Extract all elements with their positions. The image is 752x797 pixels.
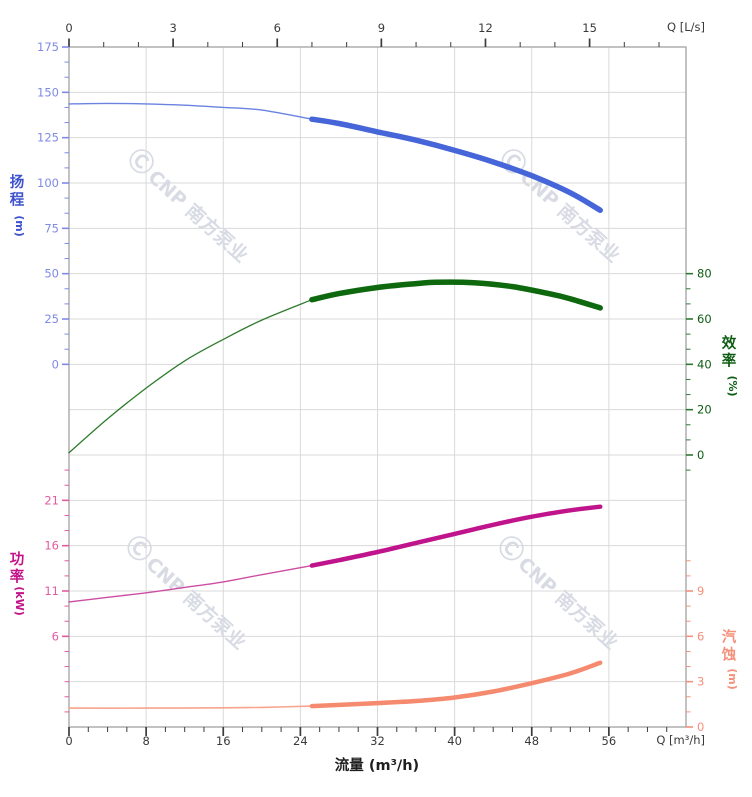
tick-label: 40 (697, 357, 712, 371)
x-axis-title: 流量 (m³/h) (334, 758, 420, 774)
tick-label: 3 (697, 675, 704, 689)
tick-label: 11 (44, 584, 59, 598)
tick-label: 6 (274, 21, 281, 35)
bottom-axis-unit-label: Q [m³/h] (656, 733, 705, 747)
tick-label: 100 (37, 176, 59, 190)
eff-curve-thick (309, 279, 603, 311)
tick-label: 6 (697, 629, 704, 643)
tick-label: 40 (447, 734, 462, 748)
tick-label: 24 (293, 734, 308, 748)
y-axis-title-eff: 效率 (%) (722, 334, 739, 397)
tick-label: 50 (44, 267, 59, 281)
y-axis-power: 21 16 11 6 (44, 469, 69, 713)
y-axis-title-npsh: 汽蚀 (m) (721, 628, 739, 690)
tick-label: (%) (726, 375, 739, 396)
tick-label: 48 (524, 734, 539, 748)
tick-label: 率 (722, 352, 737, 370)
tick-label: 12 (478, 21, 493, 35)
tick-label: 蚀 (721, 646, 737, 664)
x-axis-top: 0 3 6 9 12 15 (65, 21, 660, 47)
tick-label: 率 (10, 568, 25, 586)
tick-label: 80 (697, 267, 712, 281)
tick-label: (m) (726, 668, 739, 690)
tick-label: 0 (65, 21, 72, 35)
tick-label: 程 (10, 192, 25, 209)
tick-label: 56 (602, 734, 617, 748)
gridlines (69, 47, 686, 727)
tick-label: 0 (65, 734, 72, 748)
tick-label: 16 (44, 539, 59, 553)
tick-label: 6 (52, 629, 59, 643)
y-axis-title-head: 扬程 (m) (10, 173, 26, 237)
watermark: ⒸCNP 南方泵业 (494, 143, 628, 268)
tick-label: 20 (697, 403, 712, 417)
y-axis-head: 175 150 125 100 75 50 25 0 (37, 40, 69, 371)
curves (68, 102, 603, 709)
y-axis-title-power: 功率(kW) (10, 551, 26, 616)
tick-label: 60 (697, 312, 712, 326)
tick-label: 0 (697, 720, 704, 734)
tick-label: 25 (44, 312, 59, 326)
eff-curve-thin (68, 299, 313, 454)
tick-label: 0 (697, 448, 704, 462)
tick-label: 32 (370, 734, 385, 748)
power-curve-thin (68, 564, 313, 603)
tick-label: 9 (697, 584, 704, 598)
tick-label: 3 (169, 21, 176, 35)
tick-label: 9 (378, 21, 385, 35)
head-curve-thick (309, 116, 603, 213)
tick-label: 8 (142, 734, 149, 748)
tick-label: 0 (52, 357, 59, 371)
tick-label: 效 (722, 334, 737, 352)
tick-label: (m) (13, 215, 26, 237)
tick-label: 175 (37, 40, 59, 54)
x-axis-bottom: 0 8 16 24 32 40 48 56 (65, 727, 668, 748)
tick-label: 125 (37, 131, 59, 145)
watermark: ⒸCNP 南方泵业 (122, 143, 256, 268)
npsh-curve-thick (309, 660, 603, 709)
head-curve-thin (68, 102, 313, 120)
tick-label: 75 (44, 221, 59, 235)
y-axis-npsh: 9 6 3 0 (686, 560, 704, 734)
tick-label: 150 (37, 85, 59, 99)
tick-label: 21 (44, 493, 59, 507)
tick-label: 扬 (10, 173, 25, 191)
tick-label: 汽 (722, 628, 737, 646)
tick-label: 16 (216, 734, 231, 748)
tick-label: 功 (10, 551, 25, 568)
power-curve-thick (309, 504, 603, 568)
y-axis-eff: 80 60 40 20 0 (686, 267, 712, 471)
tick-label: (kW) (13, 586, 26, 616)
tick-label: 15 (582, 21, 597, 35)
top-axis-unit-label: Q [L/s] (667, 20, 705, 34)
npsh-curve-thin (68, 705, 313, 709)
